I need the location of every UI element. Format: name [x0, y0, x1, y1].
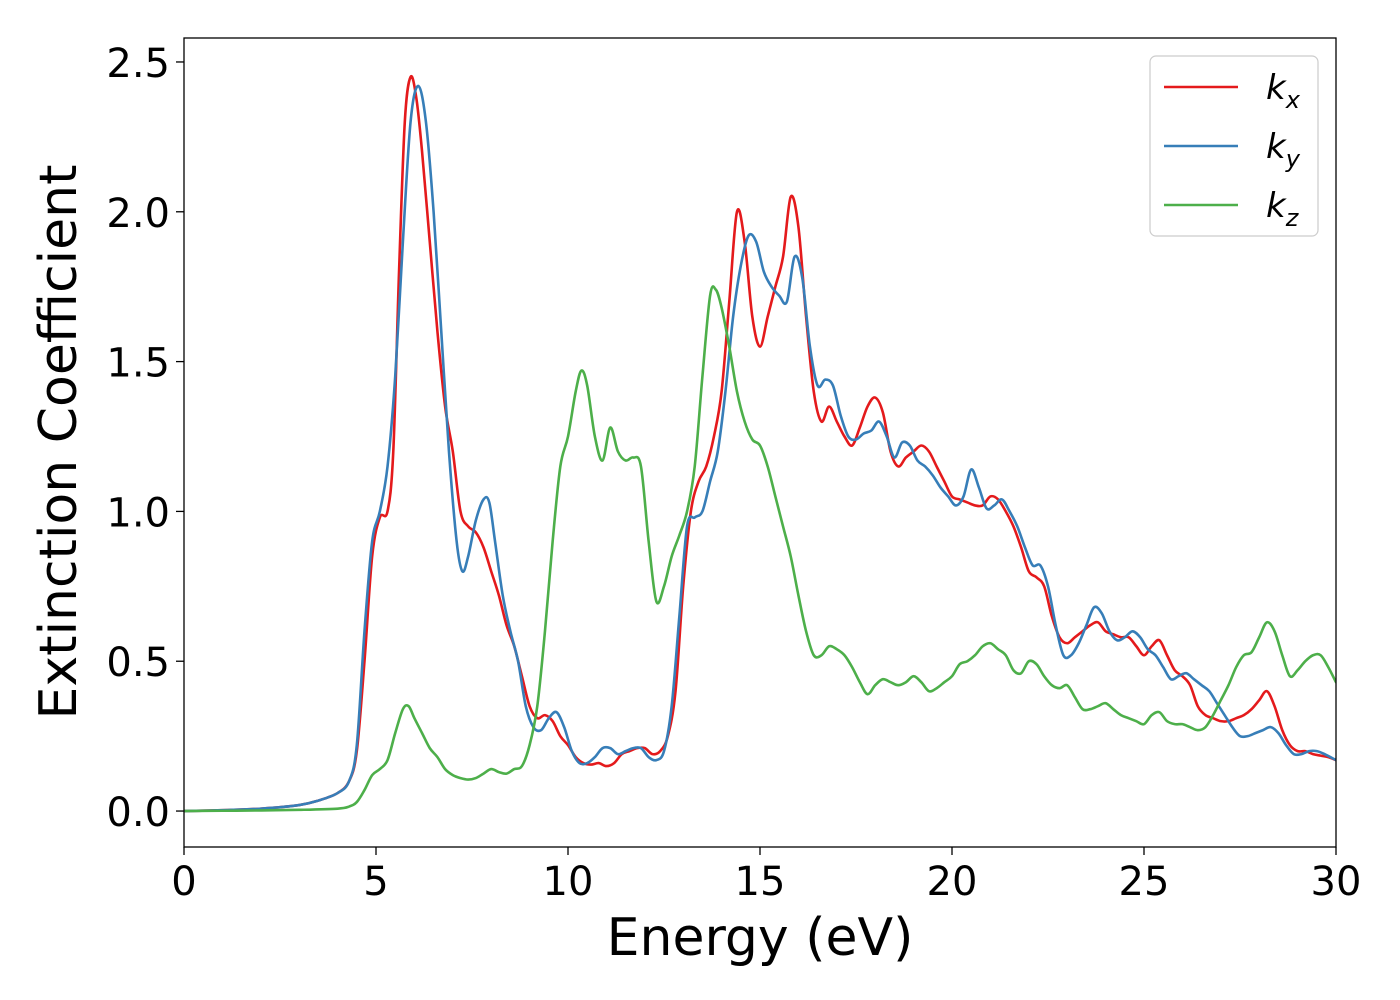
x-axis-title: Energy (eV)	[607, 908, 914, 968]
legend-label-base: k	[1266, 127, 1287, 167]
y-tick-label: 0.0	[106, 790, 170, 836]
y-axis-title: Extinction Coefficient	[29, 165, 89, 720]
x-tick-label: 25	[1119, 859, 1170, 905]
x-tick-label: 5	[363, 859, 388, 905]
legend-label-subscript: z	[1285, 204, 1300, 232]
y-axis-ticks: 0.0 0.5 1.0 1.5 2.0 2.5	[106, 41, 184, 836]
y-tick-label: 1.5	[106, 341, 170, 387]
legend-label-kx: kx	[1266, 68, 1301, 114]
y-tick-label: 0.5	[106, 640, 170, 686]
series-line-kz	[184, 285, 1336, 813]
y-tick-label: 1.0	[106, 490, 170, 536]
legend-label-subscript: x	[1285, 86, 1301, 114]
legend-label-ky: ky	[1266, 127, 1301, 173]
legend-label-base: k	[1266, 68, 1287, 108]
legend-label-kz: kz	[1266, 186, 1300, 232]
series-line-ky	[184, 84, 1336, 813]
x-tick-label: 10	[543, 859, 594, 905]
series-layer	[184, 74, 1336, 813]
x-axis-ticks: 0 5 10 15 20 25 30	[171, 847, 1361, 905]
x-tick-label: 20	[927, 859, 978, 905]
x-tick-label: 15	[735, 859, 786, 905]
x-tick-label: 30	[1311, 859, 1362, 905]
y-tick-label: 2.5	[106, 41, 170, 87]
x-tick-label: 0	[171, 859, 196, 905]
legend-label-base: k	[1266, 186, 1287, 226]
y-tick-label: 2.0	[106, 191, 170, 237]
legend-label-subscript: y	[1285, 145, 1301, 173]
